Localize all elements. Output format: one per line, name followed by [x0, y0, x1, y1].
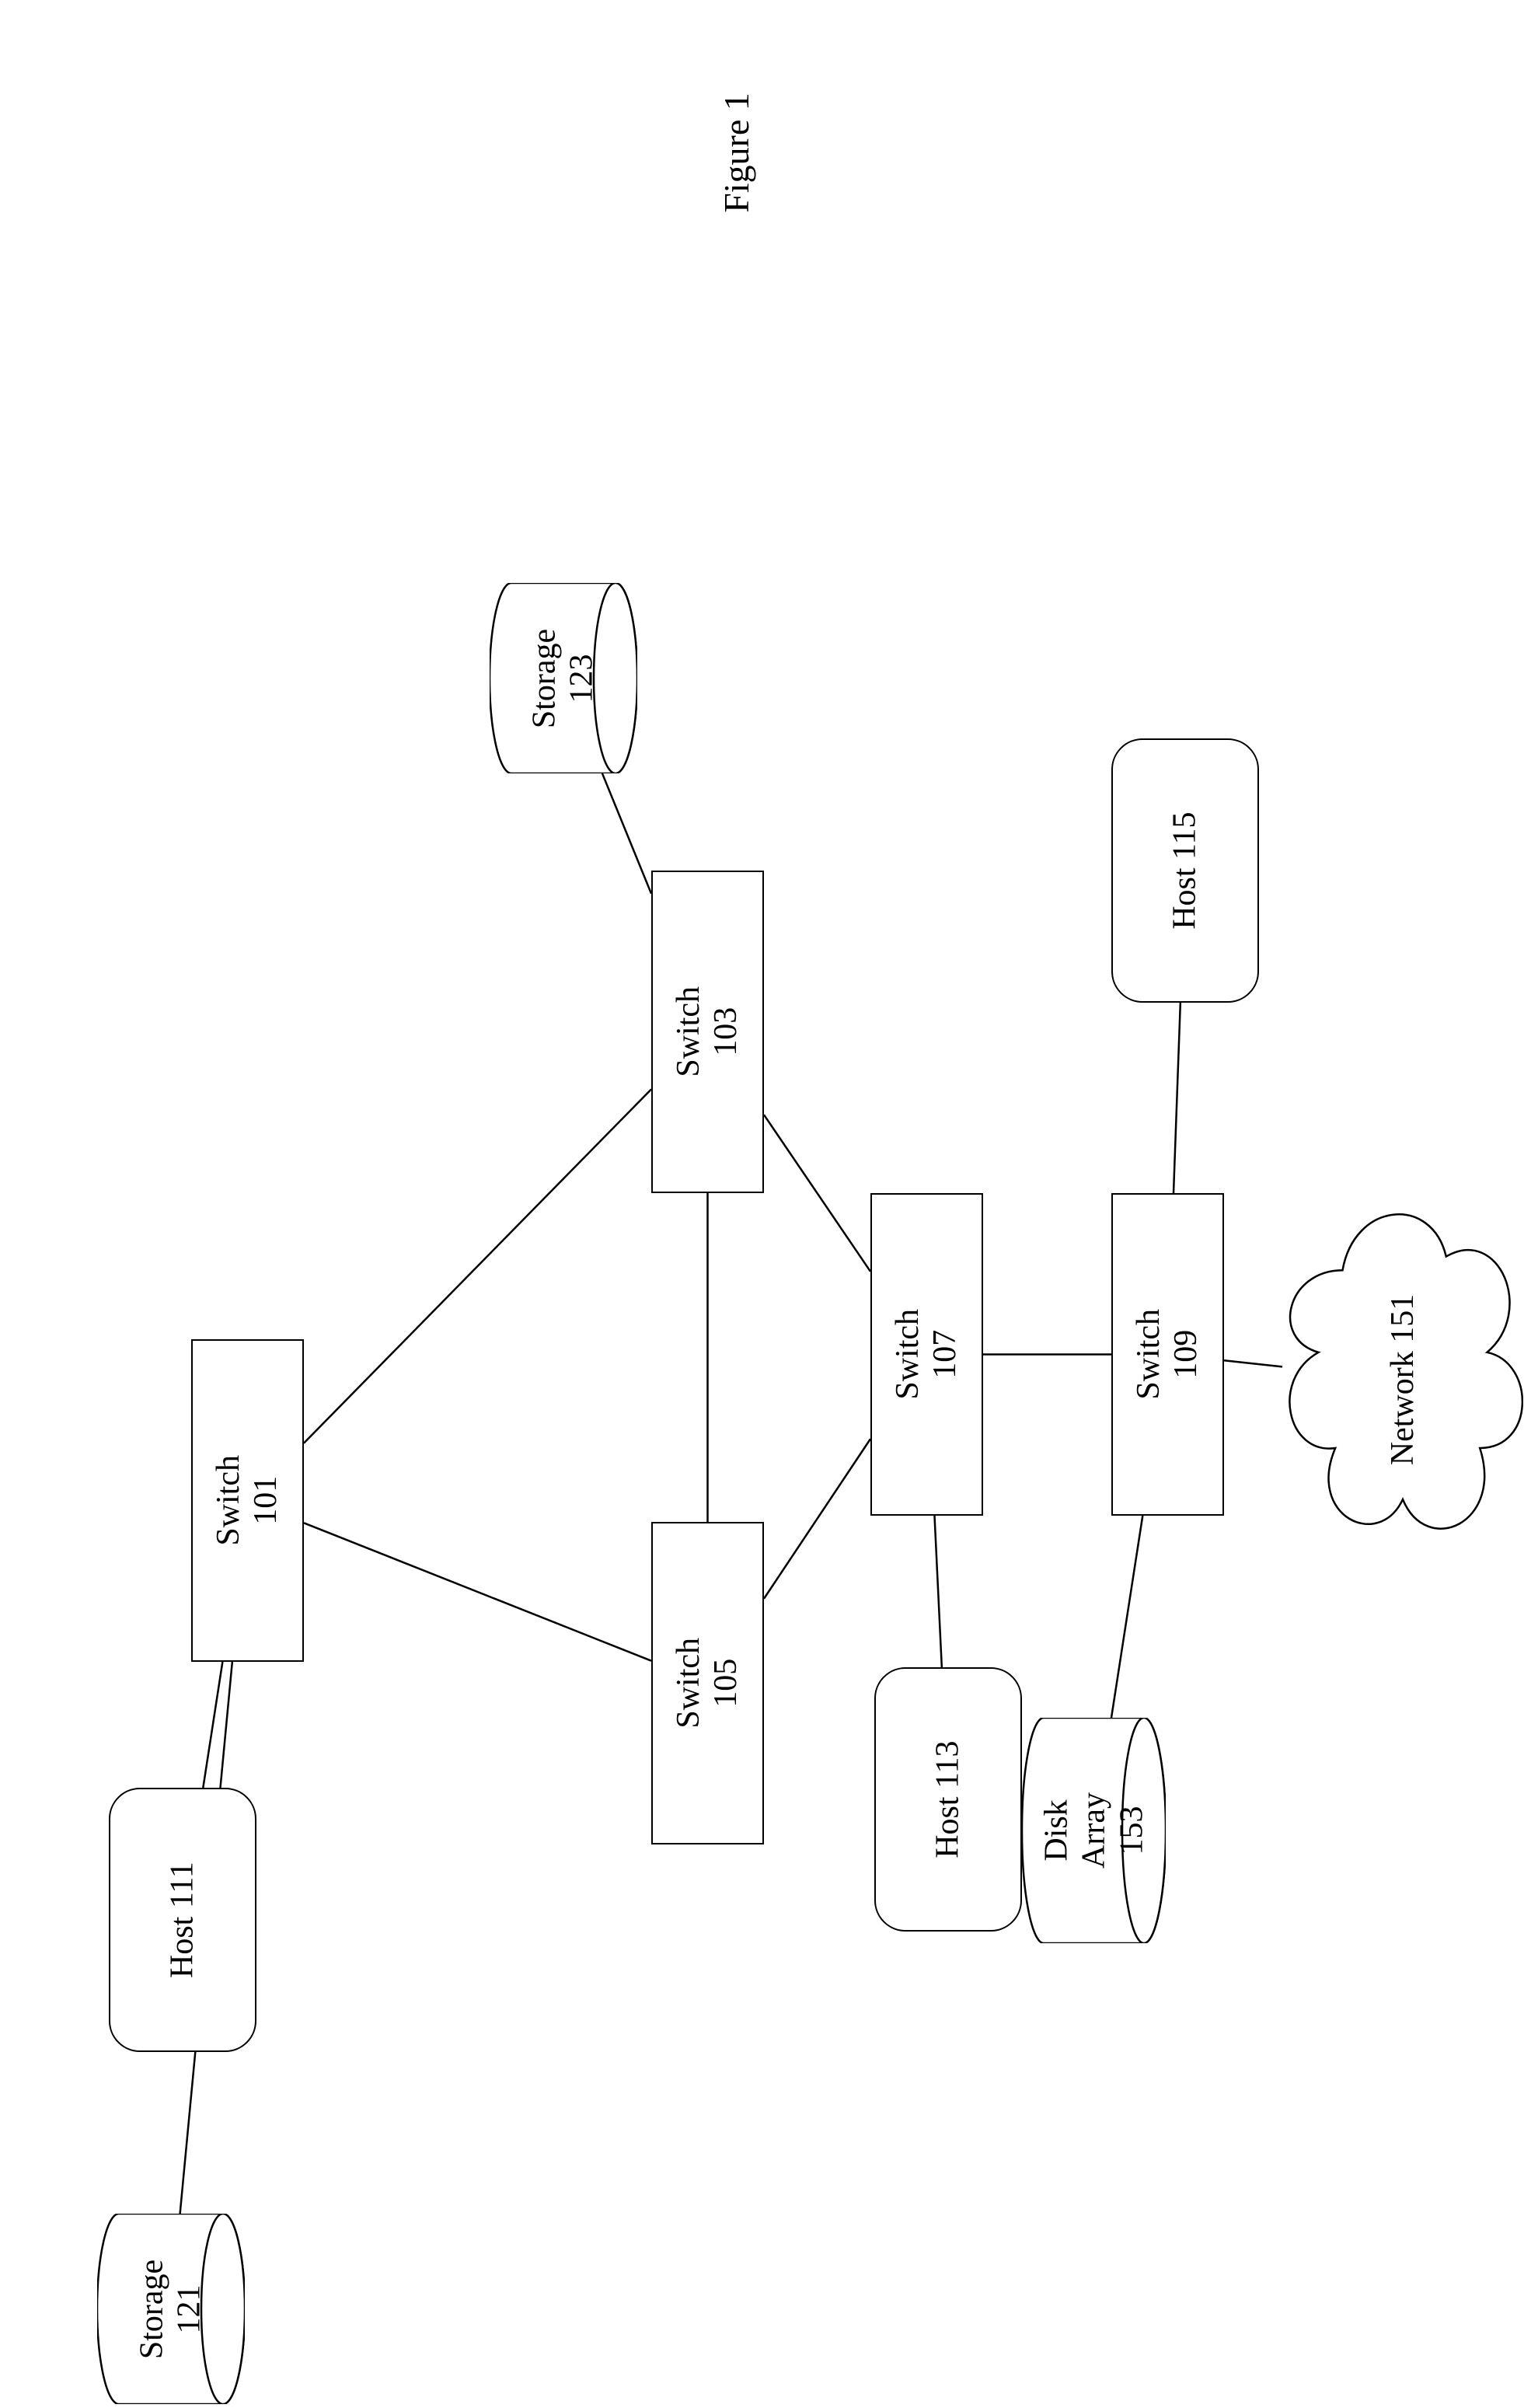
- switch103-label: Switch 103: [670, 977, 745, 1087]
- diskarray153-label: Disk Array 153: [1038, 1792, 1150, 1869]
- edge-switch103-storage123: [602, 773, 651, 894]
- edge-switch109-network151: [1224, 1360, 1282, 1366]
- switch103: Switch 103: [651, 871, 764, 1193]
- edge-switch103-switch107: [764, 1115, 870, 1272]
- switch105-label: Switch 105: [670, 1628, 745, 1738]
- switch107-label: Switch 107: [889, 1300, 964, 1409]
- edge-switch101-host111: [203, 1662, 222, 1788]
- network151-label: Network 151: [1384, 1294, 1421, 1465]
- diskarray153: Disk Array 153: [1022, 1718, 1166, 1943]
- host113-label: Host 113: [929, 1740, 967, 1858]
- storage123: Storage 123: [490, 583, 637, 773]
- edge-switch107-host113: [934, 1516, 941, 1667]
- host111: Host 111: [109, 1788, 256, 2052]
- storage121-label: Storage 121: [134, 2259, 209, 2358]
- storage123-label: Storage 123: [526, 628, 602, 728]
- edge-switch109-diskarray153: [1111, 1516, 1142, 1718]
- switch101-label: Switch 101: [210, 1446, 285, 1555]
- edge-switch109-host115: [1174, 1003, 1181, 1193]
- edge-switch101-switch103: [304, 1089, 651, 1443]
- edge-switch105-switch107: [764, 1439, 870, 1599]
- switch107: Switch 107: [870, 1193, 983, 1516]
- switch109: Switch 109: [1111, 1193, 1224, 1516]
- host113: Host 113: [874, 1667, 1022, 1932]
- switch105: Switch 105: [651, 1522, 764, 1844]
- host115: Host 115: [1111, 738, 1259, 1003]
- switch101: Switch 101: [191, 1339, 304, 1662]
- host115-label: Host 115: [1167, 811, 1204, 929]
- network151: Network 151: [1282, 1209, 1523, 1551]
- switch109-label: Switch 109: [1130, 1300, 1205, 1409]
- edge-switch101-switch105: [304, 1523, 651, 1660]
- storage121: Storage 121: [97, 2214, 245, 2404]
- host111-label: Host 111: [164, 1862, 201, 1978]
